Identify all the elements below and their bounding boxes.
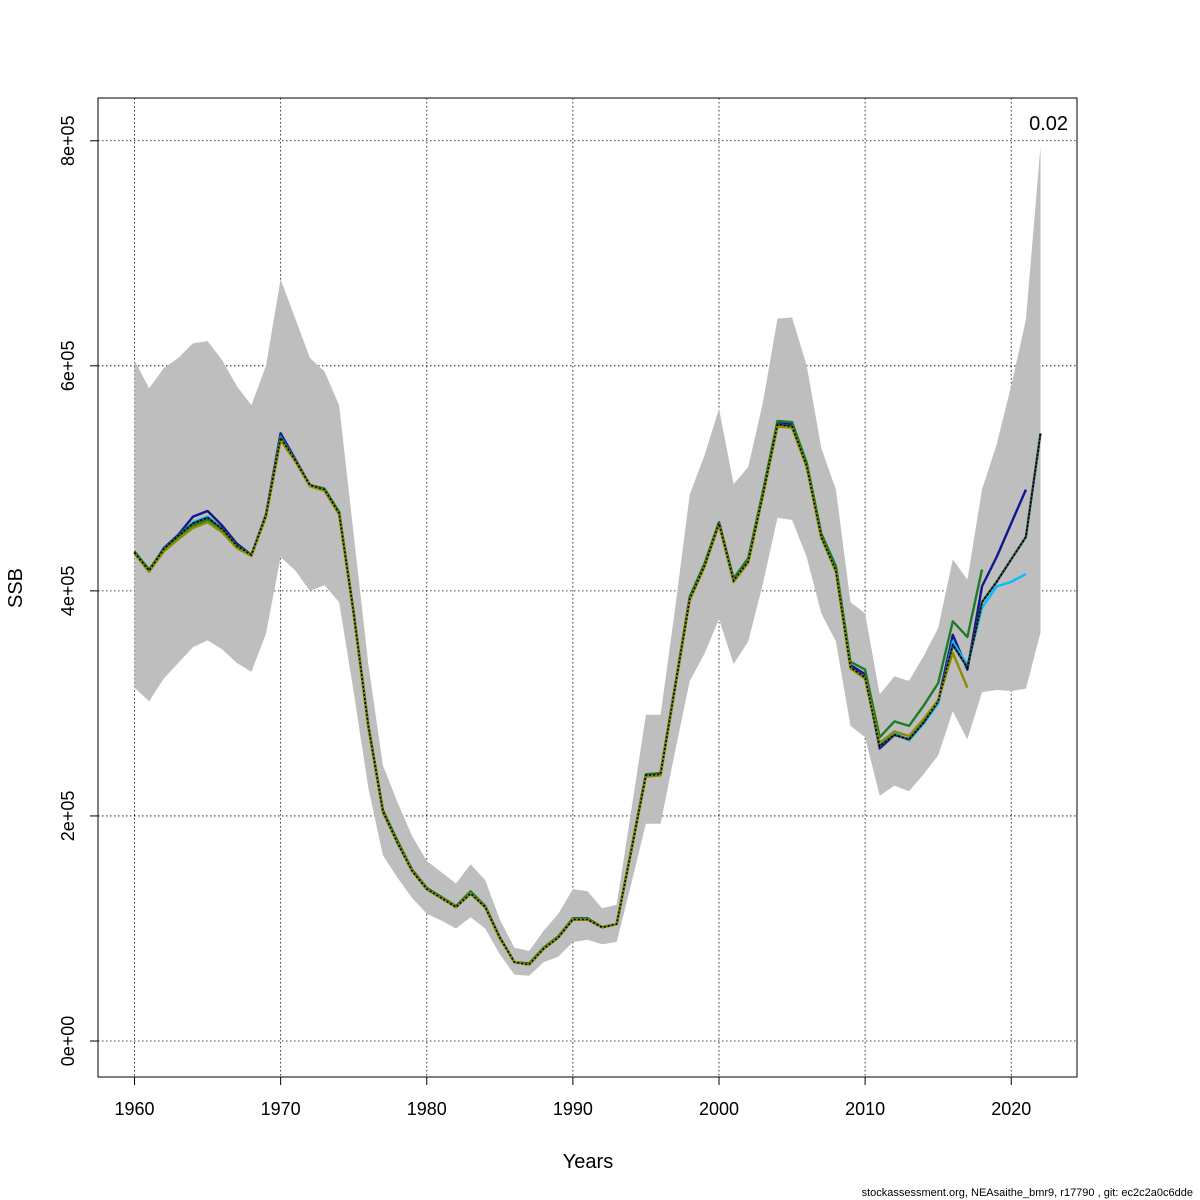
confidence-band-layer: [134, 146, 1041, 976]
final-run-dotted-line: [133, 423, 1042, 966]
y-tick-label: 4e+05: [58, 566, 78, 617]
axes: 1960 1970 1980 1990 2000 2010 2020 0e+00 2e+05 4e…: [58, 115, 1031, 1119]
x-tick-label: 1970: [261, 1099, 301, 1119]
y-tick-label: 6e+05: [58, 341, 78, 392]
x-tick-label: 1980: [407, 1099, 447, 1119]
y-tick-label: 2e+05: [58, 791, 78, 842]
footer-note: stockassessment.org, NEAsaithe_bmr9, r17…: [862, 1187, 1193, 1199]
y-tick-label: 8e+05: [58, 115, 78, 166]
x-tick-label: 2000: [699, 1099, 739, 1119]
x-axis-title: Years: [563, 1151, 613, 1173]
y-tick-label: 0e+00: [58, 1016, 78, 1067]
retro-rho-label: 0.02: [1029, 113, 1068, 135]
y-axis-title: SSB: [5, 568, 27, 608]
confidence-band: [134, 146, 1041, 976]
x-tick-label: 2020: [991, 1099, 1031, 1119]
x-tick-label: 1990: [553, 1099, 593, 1119]
x-tick-label: 2010: [845, 1099, 885, 1119]
series-lines-layer: [133, 419, 1042, 966]
x-tick-label: 1960: [115, 1099, 155, 1119]
